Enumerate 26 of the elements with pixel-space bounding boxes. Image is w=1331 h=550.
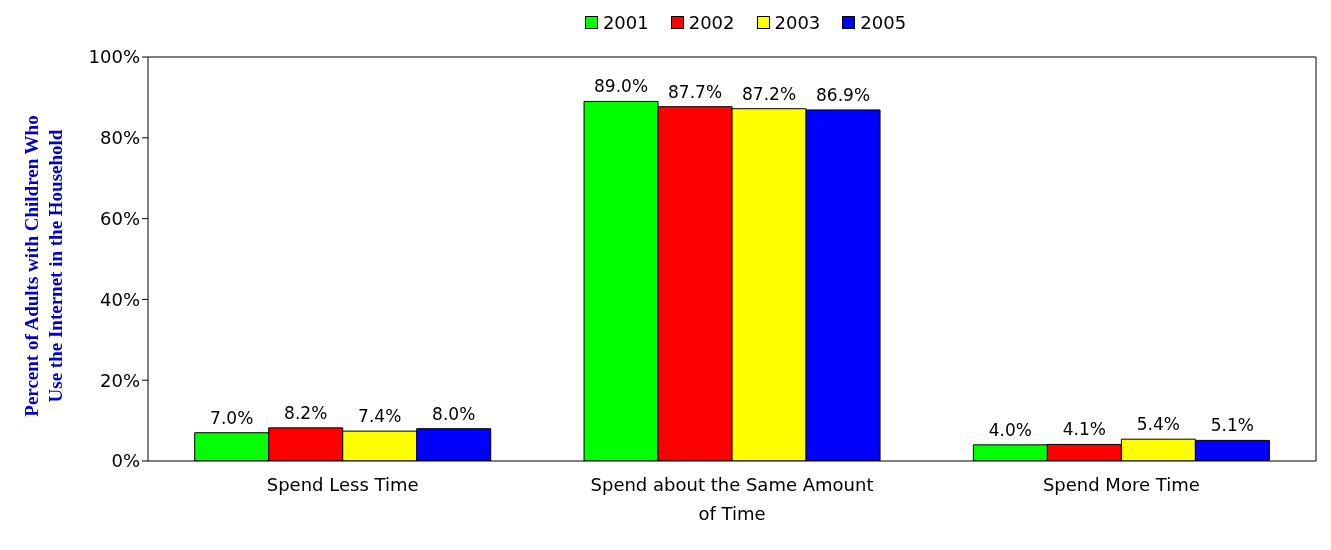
legend-label: 2002 xyxy=(688,11,735,33)
y-tick-label: 60% xyxy=(99,207,140,229)
data-label: 8.0% xyxy=(432,403,476,424)
x-tick-label: Spend More Time xyxy=(1042,474,1200,495)
x-tick-label: Spend Less Time xyxy=(266,474,419,495)
data-label: 8.2% xyxy=(284,402,328,423)
data-label: 86.9% xyxy=(816,84,871,105)
data-label: 4.0% xyxy=(988,419,1032,440)
data-label: 5.1% xyxy=(1210,415,1254,436)
legend-label: 2005 xyxy=(860,11,907,33)
y-axis-title: Percent of Adults with Children Who Use the Internet in the Household xyxy=(21,115,66,417)
data-label: 87.7% xyxy=(668,81,723,102)
data-label: 7.4% xyxy=(358,406,402,427)
data-label: 5.4% xyxy=(1136,414,1180,435)
y-tick-label: 100% xyxy=(88,46,140,68)
legend-label: 2003 xyxy=(774,11,821,33)
data-label: 89.0% xyxy=(594,76,649,97)
legend-label: 2001 xyxy=(602,11,649,33)
y-tick-label: 40% xyxy=(99,288,140,310)
data-label: 7.0% xyxy=(210,407,254,428)
y-tick-label: 80% xyxy=(99,127,140,149)
data-label: 4.1% xyxy=(1062,419,1106,440)
x-tick-label: Spend about the Same Amount of Time xyxy=(590,474,874,524)
y-tick-label: 20% xyxy=(99,369,140,391)
y-tick-label: 0% xyxy=(111,450,140,472)
data-label: 87.2% xyxy=(742,83,797,104)
